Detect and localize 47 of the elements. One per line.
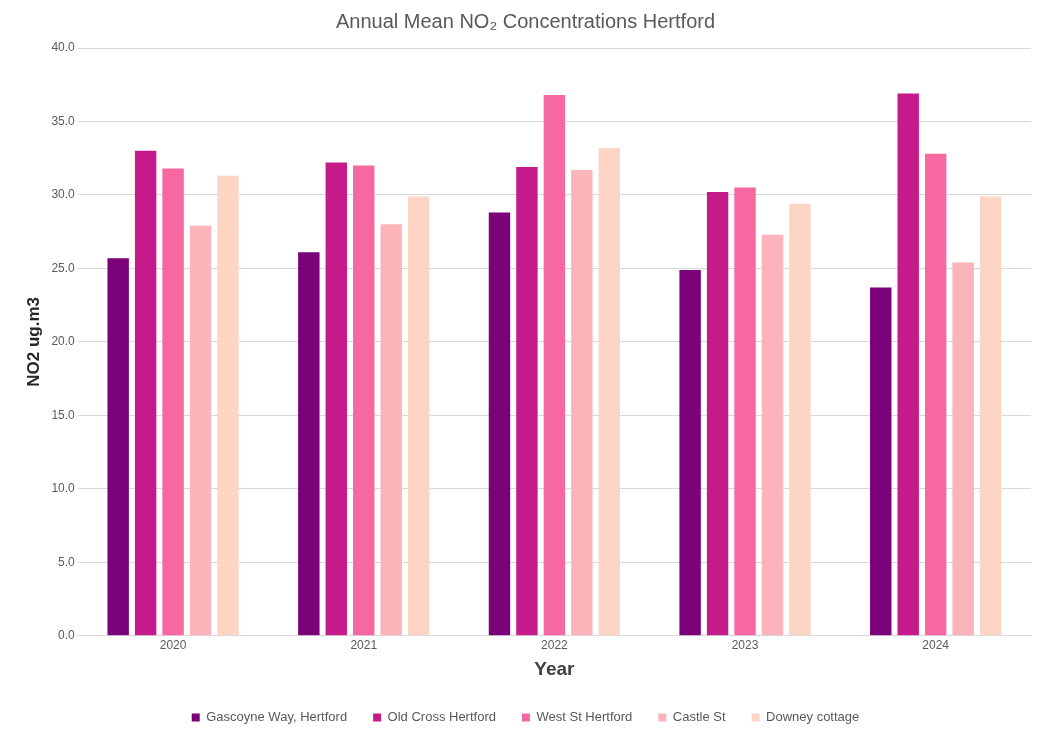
- legend-label: Old Cross Hertford: [387, 709, 496, 725]
- y-tick-label: 20.0: [51, 334, 76, 349]
- bar: [679, 269, 701, 636]
- bar: [789, 203, 811, 636]
- bar: [734, 187, 756, 636]
- y-tick-label: 10.0: [51, 481, 76, 496]
- bar: [543, 95, 566, 636]
- legend-label: Castle St: [672, 709, 726, 725]
- bar: [571, 169, 593, 636]
- y-tick-label: 25.0: [51, 260, 76, 275]
- bar: [516, 167, 538, 636]
- bar: [407, 196, 430, 636]
- bar: [924, 153, 947, 636]
- x-tick-label: 2024: [922, 638, 950, 653]
- x-tick-label: 2020: [159, 638, 187, 653]
- bar: [134, 150, 157, 636]
- bar: [761, 234, 784, 636]
- y-tick-label: 0.0: [58, 628, 76, 643]
- bar: [162, 168, 184, 636]
- bar: [189, 225, 212, 636]
- bar: [488, 212, 511, 636]
- bar: [107, 258, 129, 636]
- chart-title: Annual Mean NO₂ Concentrations Hertford: [335, 9, 716, 32]
- y-tick-label: 15.0: [51, 407, 76, 422]
- x-tick-label: 2022: [541, 638, 569, 653]
- bar: [706, 192, 729, 636]
- x-tick-label: 2021: [350, 638, 378, 653]
- bar: [217, 175, 239, 636]
- y-axis-title: NO2 ug.m3: [23, 297, 43, 387]
- x-tick-label: 2023: [731, 638, 759, 653]
- y-tick-label: 35.0: [51, 113, 76, 128]
- y-tick-label: 5.0: [58, 554, 76, 569]
- legend-label: West St Hertford: [536, 709, 633, 725]
- bar: [380, 224, 402, 636]
- bar: [897, 93, 919, 636]
- y-tick-label: 40.0: [51, 40, 76, 55]
- bar: [952, 262, 974, 636]
- bar: [298, 252, 320, 636]
- legend-label: Downey cottage: [766, 709, 860, 725]
- y-tick-label: 30.0: [51, 187, 76, 202]
- bar: [598, 147, 620, 636]
- legend-label: Gascoyne Way, Hertford: [206, 709, 348, 725]
- x-axis-title: Year: [534, 657, 576, 679]
- bar: [870, 287, 892, 636]
- bar: [325, 162, 347, 636]
- bar: [353, 165, 375, 636]
- bar: [979, 196, 1002, 636]
